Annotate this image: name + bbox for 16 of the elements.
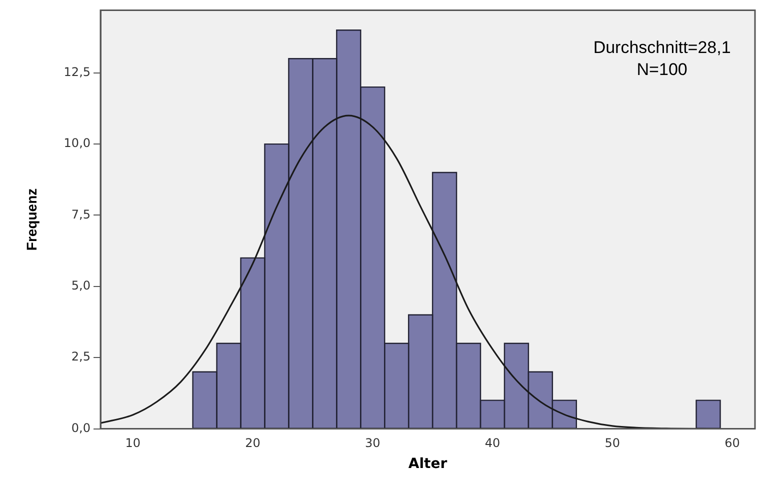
y-tick-label: 2,5 (71, 350, 91, 364)
y-tick-label: 7,5 (71, 207, 91, 222)
x-tick-label: 20 (245, 436, 260, 450)
x-tick-label: 50 (604, 436, 620, 450)
annotation: N=100 (636, 60, 688, 80)
y-tick-label: 12,5 (64, 64, 91, 79)
x-tick-label: 30 (364, 436, 380, 450)
y-tick-label: 5,0 (71, 278, 91, 293)
x-axis-title: Alter (408, 456, 448, 472)
annotation: Durchschnitt=28,1 (593, 38, 731, 58)
y-axis-title: Frequenz (23, 188, 40, 251)
y-tick-label: 10,0 (64, 136, 91, 150)
x-tick-label: 40 (484, 436, 500, 450)
x-tick-label: 60 (724, 436, 740, 450)
x-tick-label: 10 (125, 436, 141, 450)
y-tick-label: 0,0 (71, 420, 91, 435)
